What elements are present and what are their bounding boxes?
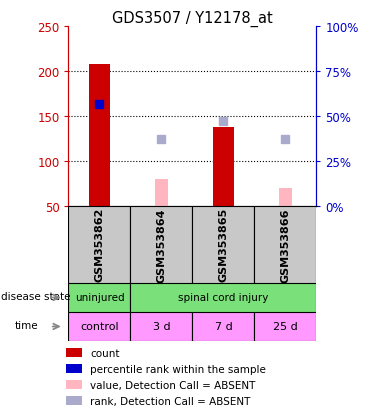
Text: control: control: [80, 322, 119, 332]
Text: disease state: disease state: [1, 292, 71, 301]
Text: spinal cord injury: spinal cord injury: [178, 293, 269, 303]
Bar: [212, 128, 234, 206]
Bar: [155, 180, 168, 206]
Text: percentile rank within the sample: percentile rank within the sample: [90, 364, 266, 374]
Text: rank, Detection Call = ABSENT: rank, Detection Call = ABSENT: [90, 396, 251, 406]
Text: GSM353862: GSM353862: [94, 208, 104, 282]
Bar: [88, 64, 110, 206]
Bar: [131, 206, 192, 283]
Bar: [66, 396, 83, 405]
Text: count: count: [90, 348, 120, 358]
Text: uninjured: uninjured: [75, 293, 124, 303]
Text: GSM353866: GSM353866: [280, 208, 290, 282]
Bar: [279, 188, 292, 206]
Text: GSM353865: GSM353865: [218, 208, 228, 282]
Text: time: time: [15, 320, 39, 330]
Text: 25 d: 25 d: [273, 322, 298, 332]
Bar: [131, 313, 192, 341]
Bar: [255, 206, 316, 283]
Title: GDS3507 / Y12178_at: GDS3507 / Y12178_at: [112, 11, 273, 27]
Bar: [131, 284, 316, 312]
Text: value, Detection Call = ABSENT: value, Detection Call = ABSENT: [90, 380, 256, 390]
Bar: [192, 313, 255, 341]
Text: 7 d: 7 d: [215, 322, 232, 332]
Bar: [68, 206, 131, 283]
Text: GSM353864: GSM353864: [157, 208, 166, 282]
Bar: [68, 284, 131, 312]
Bar: [192, 206, 255, 283]
Bar: [66, 364, 83, 373]
Bar: [255, 313, 316, 341]
Bar: [66, 380, 83, 389]
Text: 3 d: 3 d: [152, 322, 170, 332]
Bar: [68, 313, 131, 341]
Bar: [66, 349, 83, 357]
